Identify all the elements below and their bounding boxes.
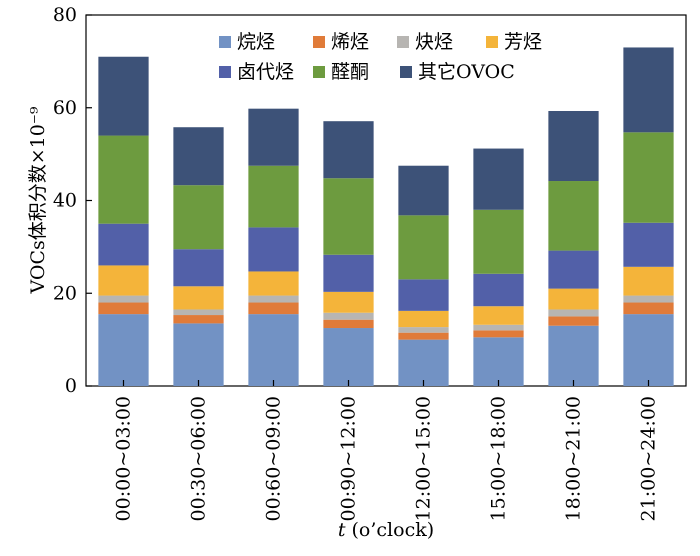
bar-segment-s2-c4 — [398, 327, 449, 333]
x-axis-label-variable: t — [338, 519, 346, 541]
bar-segment-s0-c4 — [398, 339, 449, 386]
y-axis-label: VOCs体积分数×10⁻⁹ — [27, 106, 49, 294]
bar-segment-s2-c2 — [248, 295, 299, 303]
bar-segment-s2-c3 — [323, 312, 374, 320]
x-axis-label: t (o’clock) — [338, 519, 434, 541]
legend-label-6: 其它OVOC — [418, 61, 515, 83]
bars-layer — [98, 47, 674, 386]
bar-segment-s5-c3 — [323, 178, 374, 255]
bar-segment-s3-c1 — [173, 286, 224, 310]
bar-segment-s5-c5 — [473, 209, 524, 274]
x-tick-label: 00:30~06:00 — [188, 396, 210, 521]
x-axis-ticks: 00:00~03:00 00:30~06:00 00:60~09:00 00:90~1… — [113, 380, 660, 521]
bar-segment-s3-c3 — [323, 291, 374, 313]
legend-label-3: 芳烃 — [504, 31, 542, 53]
bar-segment-s2-c7 — [623, 295, 674, 303]
bar-segment-s1-c5 — [473, 330, 524, 338]
bar-segment-s4-c4 — [398, 279, 449, 311]
bar-segment-s6-c1 — [173, 127, 224, 186]
bar-segment-s3-c7 — [623, 266, 674, 296]
legend-swatch-6 — [400, 66, 412, 78]
bar-segment-s4-c2 — [248, 227, 299, 272]
bar-segment-s3-c4 — [398, 310, 449, 328]
bar-segment-s5-c7 — [623, 132, 674, 223]
bar-segment-s6-c7 — [623, 47, 674, 133]
y-tick-label: 0 — [65, 375, 77, 397]
bar-segment-s6-c3 — [323, 121, 374, 179]
bar-segment-s5-c2 — [248, 165, 299, 228]
bar-segment-s6-c5 — [473, 148, 524, 210]
legend-swatch-2 — [397, 36, 409, 48]
bar-segment-s4-c0 — [98, 223, 149, 266]
bar-segment-s2-c5 — [473, 324, 524, 331]
x-tick-label: 21:00~24:00 — [638, 396, 660, 521]
x-tick-label: 00:00~03:00 — [113, 396, 135, 521]
x-axis-label-unit: (o’clock) — [345, 519, 434, 541]
legend-swatch-5 — [313, 66, 325, 78]
x-tick-label: 15:00~18:00 — [488, 396, 510, 521]
legend-swatch-3 — [486, 36, 498, 48]
bar-segment-s0-c5 — [473, 337, 524, 386]
bar-segment-s6-c2 — [248, 108, 299, 166]
y-axis-ticks: 0 20 40 60 80 — [53, 4, 92, 397]
bar-segment-s4-c6 — [548, 250, 599, 289]
bar-segment-s4-c1 — [173, 249, 224, 287]
y-tick-label: 80 — [53, 4, 77, 26]
legend-swatch-0 — [219, 36, 231, 48]
legend-label-0: 烷烃 — [237, 31, 275, 53]
x-tick-label: 18:00~21:00 — [563, 396, 585, 521]
bar-segment-s3-c0 — [98, 265, 149, 296]
bar-segment-s1-c7 — [623, 302, 674, 315]
bar-segment-s3-c6 — [548, 288, 599, 310]
bar-segment-s2-c6 — [548, 309, 599, 317]
bar-segment-s1-c0 — [98, 302, 149, 315]
bar-segment-s1-c2 — [248, 302, 299, 315]
bar-segment-s2-c1 — [173, 309, 224, 316]
bar-segment-s2-c0 — [98, 295, 149, 303]
y-tick-label: 40 — [53, 190, 77, 212]
legend-label-4: 卤代烃 — [237, 61, 294, 83]
legend-label-1: 烯烃 — [331, 31, 369, 53]
bar-segment-s0-c2 — [248, 314, 299, 386]
bar-segment-s0-c1 — [173, 323, 224, 386]
bar-segment-s0-c3 — [323, 328, 374, 386]
bar-segment-s1-c3 — [323, 319, 374, 329]
bar-segment-s1-c4 — [398, 332, 449, 340]
bar-segment-s6-c4 — [398, 165, 449, 216]
x-tick-label: 00:90~12:00 — [338, 396, 360, 521]
bar-segment-s3-c5 — [473, 306, 524, 325]
bar-segment-s4-c7 — [623, 222, 674, 267]
legend-swatch-4 — [219, 66, 231, 78]
legend-swatch-1 — [313, 36, 325, 48]
y-tick-label: 60 — [53, 97, 77, 119]
bar-segment-s5-c1 — [173, 185, 224, 250]
legend-label-2: 炔烃 — [415, 31, 453, 53]
bar-segment-s0-c0 — [98, 314, 149, 386]
bar-segment-s4-c3 — [323, 254, 374, 292]
bar-segment-s5-c4 — [398, 215, 449, 280]
bar-segment-s1-c1 — [173, 315, 224, 324]
bar-segment-s6-c6 — [548, 110, 599, 182]
bar-segment-s1-c6 — [548, 316, 599, 326]
legend-label-5: 醛酮 — [331, 61, 369, 83]
x-tick-label: 12:00~15:00 — [413, 396, 435, 521]
y-tick-label: 20 — [53, 282, 77, 304]
bar-segment-s4-c5 — [473, 273, 524, 307]
bar-segment-s0-c6 — [548, 325, 599, 386]
bar-segment-s5-c6 — [548, 181, 599, 251]
bar-segment-s5-c0 — [98, 135, 149, 224]
bar-segment-s0-c7 — [623, 314, 674, 386]
bar-segment-s3-c2 — [248, 271, 299, 296]
bar-segment-s6-c0 — [98, 56, 149, 136]
x-tick-label: 00:60~09:00 — [263, 396, 285, 521]
